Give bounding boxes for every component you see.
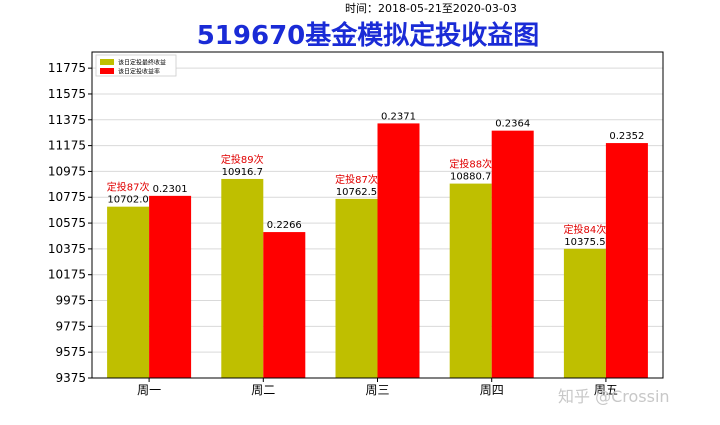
- bar-value-label: 0.2371: [381, 111, 416, 122]
- legend-label: 该日定投最终收益: [118, 59, 166, 67]
- bar-value-label: 0.2266: [267, 220, 302, 231]
- x-tick-label: 周五: [594, 383, 618, 397]
- bar-return-rate: [263, 232, 306, 378]
- y-tick-label: 10975: [48, 164, 86, 178]
- bar-value-label: 10762.5: [336, 187, 377, 198]
- y-tick-label: 10375: [48, 242, 86, 256]
- bar-final-return: [563, 248, 606, 378]
- legend-swatch: [100, 59, 114, 65]
- y-tick-label: 10575: [48, 216, 86, 230]
- bar-annotation: 定投87次: [335, 173, 378, 186]
- x-tick-label: 周四: [480, 383, 504, 397]
- bar-return-rate: [377, 123, 420, 379]
- bar-value-label: 10702.0: [107, 195, 148, 206]
- bar-value-label: 0.2364: [495, 119, 530, 130]
- bar-final-return: [221, 178, 264, 378]
- bar-return-rate: [149, 195, 192, 378]
- y-tick-label: 10775: [48, 190, 86, 204]
- y-tick-label: 9975: [55, 294, 86, 308]
- x-tick-label: 周二: [251, 383, 275, 397]
- y-tick-label: 9375: [55, 371, 86, 385]
- bar-value-label: 0.2352: [609, 131, 644, 142]
- legend-box: [95, 54, 177, 77]
- bar-annotation: 定投87次: [107, 181, 150, 194]
- bar-value-label: 0.2301: [153, 184, 188, 195]
- y-tick-label: 9575: [55, 345, 86, 359]
- y-tick-label: 11575: [48, 87, 86, 101]
- bar-value-label: 10916.7: [222, 167, 263, 178]
- bar-final-return: [335, 198, 378, 378]
- y-tick-label: 10175: [48, 268, 86, 282]
- y-tick-label: 9775: [55, 319, 86, 333]
- bar-return-rate: [491, 130, 534, 378]
- legend-swatch: [100, 68, 114, 74]
- bar-return-rate: [605, 143, 648, 378]
- plot-frame: [91, 51, 664, 379]
- plot-area: 9375 9575 9775 9975 10175 10375 10575 10775 1097…: [48, 51, 664, 397]
- y-tick-label: 11375: [48, 113, 86, 127]
- bar-final-return: [449, 183, 492, 378]
- bar-annotation: 定投89次: [221, 153, 264, 166]
- x-tick-label: 周三: [365, 383, 389, 397]
- y-tick-label: 11775: [48, 61, 86, 75]
- bar-value-label: 10375.5: [564, 237, 605, 248]
- x-tick-label: 周一: [137, 383, 161, 397]
- bar-final-return: [107, 206, 150, 378]
- y-tick-label: 11175: [48, 139, 86, 153]
- watermark: 知乎 @Crossin: [558, 387, 670, 406]
- bar-value-label: 10880.7: [450, 172, 491, 183]
- chart-title: 519670基金模拟定投收益图: [197, 20, 540, 51]
- chart-subtitle: 时间：2018-05-21至2020-03-03: [345, 2, 517, 15]
- legend-label: 该日定投收益率: [118, 68, 160, 76]
- bar-annotation: 定投84次: [564, 223, 607, 236]
- bar-annotation: 定投88次: [449, 158, 492, 171]
